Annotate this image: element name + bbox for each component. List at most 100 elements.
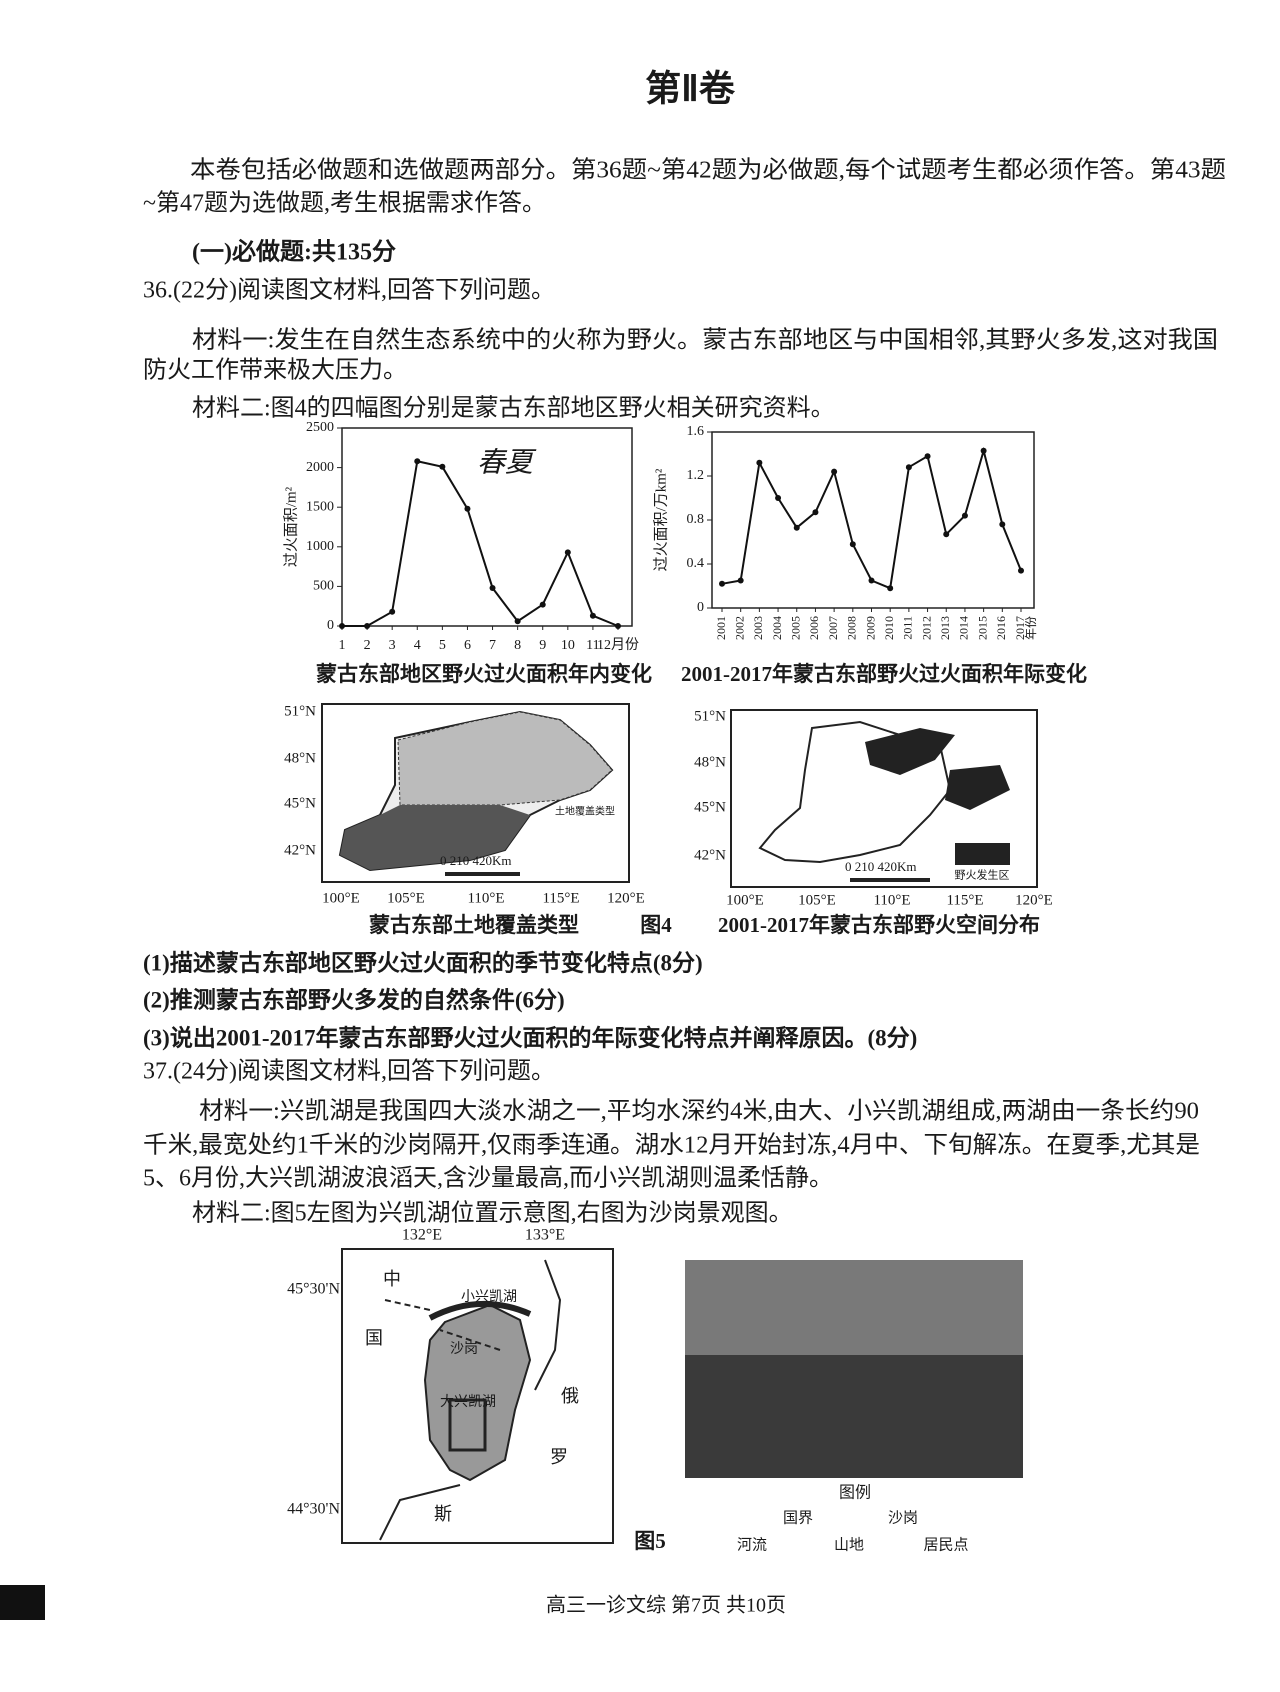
legend-label: 沙岗 [888, 1509, 918, 1526]
lon-label: 120°E [1015, 892, 1053, 908]
data-point [364, 623, 371, 629]
data-line [342, 460, 619, 627]
x-tick-label: 2016 [994, 616, 1008, 640]
legend-title: 图例 [839, 1484, 871, 1502]
question-stem: 37.(24分)阅读图文材料,回答下列问题。 [143, 1058, 555, 1085]
data-point [414, 458, 421, 465]
x-tick-label: 6 [464, 638, 471, 653]
y-tick-label: 0 [327, 618, 334, 633]
x-tick-label: 2014 [957, 616, 971, 640]
intro-line: ~第47题为选做题,考生根据需求作答。 [143, 190, 546, 217]
x-tick-label: 2003 [751, 616, 765, 640]
y-tick-label: 1000 [306, 539, 334, 554]
grassland-region [397, 711, 613, 806]
material-line: 防火工作带来极大压力。 [143, 357, 407, 384]
question-stem: 36.(22分)阅读图文材料,回答下列问题。 [143, 277, 555, 304]
lat-label: 42°N [284, 842, 316, 858]
figure-label: 图4 [640, 913, 672, 937]
lat-label: 48°N [284, 750, 316, 766]
data-point [439, 463, 446, 470]
data-point [812, 509, 819, 516]
data-point [868, 577, 875, 584]
data-point [737, 577, 744, 584]
x-tick-label: 2009 [863, 616, 877, 640]
lat-label: 44°30'N [287, 1501, 340, 1518]
material-line: 材料一:兴凯湖是我国四大淡水湖之一,平均水深约4米,由大、小兴凯湖组成,两湖由一… [199, 1098, 1199, 1125]
scale-label: 0 210 420Km [440, 853, 512, 868]
legend-label: 国界 [783, 1509, 813, 1526]
data-line [721, 446, 1022, 590]
y-tick-label: 2000 [306, 460, 334, 475]
data-point [775, 495, 782, 501]
y-tick-label: 2500 [306, 420, 334, 435]
border [384, 1299, 501, 1351]
data-point [887, 585, 894, 592]
data-point [464, 505, 471, 512]
lat-label: 45°N [694, 799, 726, 815]
lon-label: 115°E [542, 890, 579, 906]
legend-label: 野火发生区 [955, 868, 1010, 882]
x-tick-label: 2006 [807, 616, 821, 640]
place-label: 大兴凯湖 [440, 1394, 496, 1410]
lon-label: 105°E [387, 890, 425, 906]
annotation: 春夏 [477, 447, 537, 478]
settlement [448, 1398, 487, 1452]
x-tick-label: 2011 [901, 616, 915, 640]
lat-label: 45°N [284, 795, 316, 811]
x-tick-label: 2012 [919, 616, 933, 640]
lon-label: 115°E [946, 892, 983, 908]
x-tick-label: 5 [439, 638, 446, 653]
material-line: 材料二:图4的四幅图分别是蒙古东部地区野火相关研究资料。 [192, 395, 835, 422]
y-tick-label: 1500 [306, 499, 334, 514]
x-tick-label: 9 [539, 638, 546, 653]
data-point [924, 453, 931, 460]
data-point [514, 618, 521, 625]
y-tick-label: 1.6 [687, 424, 705, 439]
river [379, 1484, 461, 1541]
x-tick-label: 4 [414, 638, 421, 653]
data-point [980, 447, 987, 454]
place-label: 国 [365, 1328, 383, 1348]
lat-label: 51°N [694, 708, 726, 724]
cropland-region [340, 805, 530, 870]
data-point [943, 531, 950, 538]
data-point [793, 524, 800, 531]
material-line: 千米,最宽处约1千米的沙岗隔开,仅雨季连通。湖水12月开始封冻,4月中、下旬解冻… [143, 1132, 1200, 1159]
lat-label: 42°N [694, 847, 726, 863]
legend-label: 河流 [737, 1536, 767, 1553]
place-label: 罗 [550, 1447, 568, 1467]
x-tick-label: 2013 [938, 616, 952, 640]
lat-label: 51°N [284, 703, 316, 719]
place-label: 小兴凯湖 [461, 1289, 517, 1305]
x-tick-label: 8 [514, 638, 521, 653]
footer: 高三一诊文综 第7页 共10页 [546, 1594, 786, 1617]
scale-label: 0 210 420Km [845, 859, 917, 874]
x-tick-label: 2004 [770, 616, 784, 640]
data-point [615, 623, 621, 629]
data-point [564, 549, 571, 556]
legend-swatch [955, 843, 1010, 865]
lon-label: 100°E [322, 890, 360, 906]
scan-mark [0, 1585, 45, 1620]
lat-label: 45°30'N [287, 1281, 340, 1298]
place-label: 沙岗 [450, 1341, 478, 1357]
x-tick-label: 2007 [826, 616, 840, 640]
chart-caption: 2001-2017年蒙古东部野火过火面积年际变化 [681, 662, 1087, 686]
material-line: 材料二:图5左图为兴凯湖位置示意图,右图为沙岗景观图。 [192, 1200, 793, 1227]
x-tick-label: 7 [489, 638, 496, 653]
map-caption: 2001-2017年蒙古东部野火空间分布 [718, 913, 1040, 937]
place-label: 中 [383, 1269, 401, 1289]
y-tick-label: 1.2 [687, 468, 705, 483]
y-tick-label: 0.4 [687, 556, 705, 571]
photo-sky [685, 1260, 1023, 1355]
data-point [961, 512, 968, 519]
data-point [339, 623, 345, 629]
place-label: 俄 [561, 1386, 579, 1406]
map-caption: 蒙古东部土地覆盖类型 [369, 913, 579, 937]
data-point [905, 464, 912, 471]
y-tick-label: 0.8 [687, 512, 705, 527]
intro-line: 本卷包括必做题和选做题两部分。第36题~第42题为必做题,每个试题考生都必须作答… [190, 157, 1226, 184]
data-point [849, 541, 856, 548]
place-label: 斯 [434, 1504, 452, 1524]
